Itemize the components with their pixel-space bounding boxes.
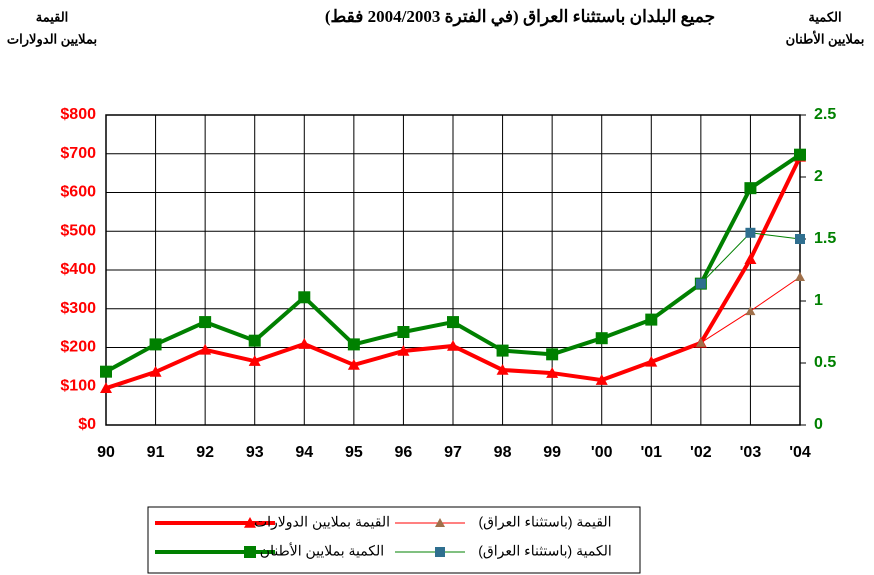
y-tick-label: $400 — [60, 261, 96, 278]
marker — [744, 253, 757, 264]
marker — [397, 344, 410, 356]
y2-tick-label: 0 — [814, 416, 823, 433]
x-tick-label: '00 — [591, 444, 613, 461]
marker — [745, 227, 756, 238]
x-tick-label: '03 — [740, 444, 762, 461]
marker — [447, 339, 459, 351]
y-tick-label: $600 — [60, 184, 96, 201]
marker — [347, 358, 360, 370]
marker — [695, 337, 706, 347]
legend-box — [147, 506, 641, 574]
y-tick-label: $100 — [60, 377, 96, 394]
marker — [645, 313, 658, 326]
y2-tick-label: 0.5 — [814, 354, 836, 371]
y2-tick-label: 2 — [814, 168, 823, 185]
marker — [100, 382, 112, 393]
marker — [199, 316, 212, 329]
y2-axis-label: الكمية — [808, 9, 841, 24]
marker — [546, 348, 559, 361]
marker — [248, 355, 261, 366]
y-tick-label: $300 — [60, 300, 96, 317]
x-tick-label: 92 — [196, 444, 214, 461]
x-tick-label: 99 — [543, 444, 561, 461]
marker — [695, 278, 706, 289]
legend-label: القيمة (باستثناء العراق) — [479, 514, 612, 531]
y-tick-label: $800 — [60, 106, 96, 123]
marker — [496, 363, 509, 375]
x-tick-label: 96 — [395, 444, 413, 461]
legend-label: القيمة بملايين الدولارات — [254, 514, 390, 531]
marker — [100, 365, 112, 378]
marker — [795, 271, 805, 281]
marker — [595, 374, 608, 385]
marker — [149, 338, 162, 351]
x-tick-label: 97 — [444, 444, 462, 461]
x-tick-label: '02 — [690, 444, 712, 461]
marker — [795, 234, 805, 244]
marker — [744, 182, 757, 195]
y2-tick-label: 2.5 — [814, 106, 836, 123]
y2-tick-label: 1 — [814, 292, 823, 309]
x-tick-label: 94 — [295, 444, 313, 461]
marker — [496, 344, 509, 357]
plot-frame — [105, 114, 801, 426]
marker — [248, 334, 261, 347]
marker — [149, 365, 162, 377]
legend-label: الكمية (باستثناء العراق) — [478, 543, 612, 560]
x-tick-label: 95 — [345, 444, 363, 461]
y-tick-label: $700 — [60, 145, 96, 162]
marker — [546, 367, 559, 378]
x-tick-label: 93 — [246, 444, 264, 461]
marker — [447, 316, 459, 329]
marker — [244, 517, 256, 528]
y-tick-label: $0 — [78, 416, 96, 433]
chart-title: جميع البلدان باستثناء العراق (في الفترة … — [325, 7, 715, 27]
marker — [347, 338, 360, 351]
x-tick-label: 98 — [494, 444, 512, 461]
marker — [435, 518, 445, 527]
x-tick-label: 90 — [97, 444, 115, 461]
y-axis-label: القيمة — [36, 9, 69, 24]
marker — [397, 326, 410, 338]
marker — [199, 343, 212, 355]
x-tick-label: '01 — [640, 444, 662, 461]
marker — [244, 546, 256, 558]
marker — [794, 148, 806, 161]
marker — [435, 547, 445, 557]
y-tick-label: $200 — [60, 339, 96, 356]
legend-label: الكمية بملايين الأطنان — [260, 542, 384, 560]
marker — [298, 291, 311, 304]
marker — [645, 355, 658, 367]
marker — [595, 332, 608, 345]
x-tick-label: '04 — [789, 444, 811, 461]
y-axis-label: بملايين الدولارات — [7, 31, 97, 47]
y-tick-label: $500 — [60, 222, 96, 239]
marker — [298, 338, 311, 349]
marker — [745, 306, 756, 316]
y2-tick-label: 1.5 — [814, 230, 836, 247]
x-tick-label: 91 — [147, 444, 165, 461]
y2-axis-label: بملايين الأطنان — [786, 30, 865, 47]
